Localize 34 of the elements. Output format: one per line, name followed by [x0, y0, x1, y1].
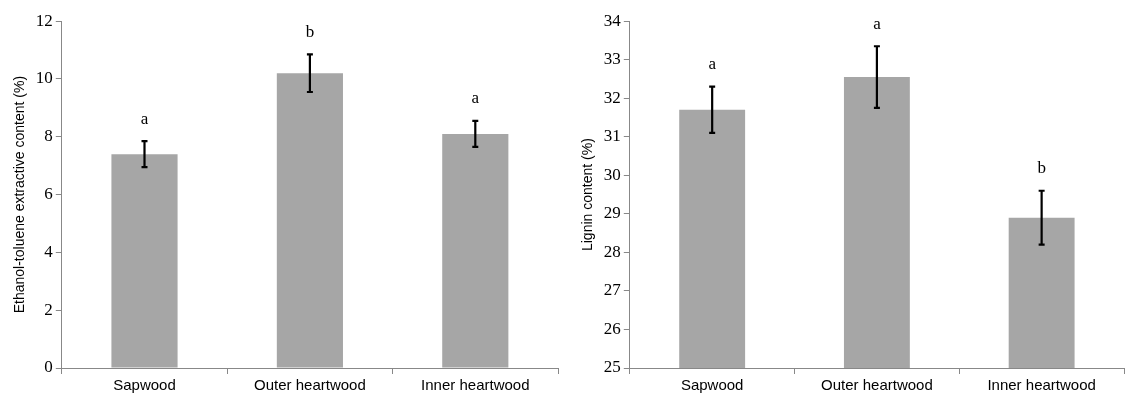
- x-tick-label: Outer heartwood: [254, 376, 366, 394]
- annotation: a: [873, 13, 882, 33]
- annotation: b: [305, 21, 315, 41]
- y-tick-label: 8: [44, 126, 53, 146]
- annotation: a: [708, 54, 717, 74]
- x-tick-label: Sapwood: [680, 376, 744, 394]
- annotation: a: [140, 108, 149, 128]
- x-tick-label: Sapwood: [113, 376, 176, 394]
- y-tick-label: 6: [44, 184, 53, 204]
- y-tick-label: 32: [603, 87, 621, 107]
- y-axis-title: Lignin content (%): [579, 138, 596, 252]
- y-tick-label: 34: [603, 10, 622, 30]
- y-tick-label: 29: [603, 203, 621, 223]
- y-tick-label: 31: [603, 126, 621, 146]
- y-tick-label: 4: [44, 241, 54, 261]
- y-axis-title: Ethanol-toluene extractive content (%): [11, 75, 28, 314]
- y-tick-label: 0: [44, 357, 53, 377]
- bar: [276, 73, 343, 368]
- y-tick-label: 26: [603, 318, 621, 338]
- x-tick-label: Outer heartwood: [821, 376, 933, 394]
- y-tick-label: 2: [44, 299, 53, 319]
- x-tick-label: Inner heartwood: [421, 376, 530, 394]
- bar: [442, 133, 509, 368]
- x-tick-label: Inner heartwood: [987, 376, 1096, 394]
- y-tick-label: 25: [603, 357, 621, 377]
- y-tick-label: 33: [603, 49, 621, 69]
- y-tick-label: 10: [35, 68, 53, 88]
- y-tick-label: 30: [603, 164, 621, 184]
- annotation: b: [1037, 158, 1046, 178]
- y-tick-label: 12: [35, 10, 53, 30]
- y-tick-label: 28: [603, 241, 621, 261]
- annotation: a: [471, 88, 480, 108]
- bar: [111, 154, 178, 368]
- y-tick-label: 27: [603, 280, 622, 300]
